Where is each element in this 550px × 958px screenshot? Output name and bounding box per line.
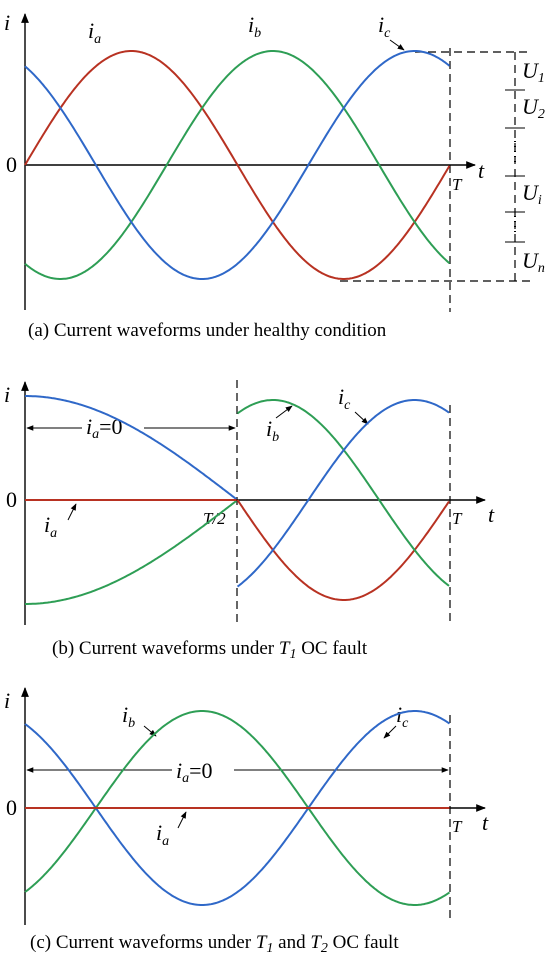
period-label: T	[452, 175, 463, 194]
period-label: T	[452, 509, 463, 528]
note-bg	[172, 757, 234, 783]
axis-label: t	[488, 502, 495, 527]
period-label: T	[452, 817, 463, 836]
zero-note: ia=0	[86, 414, 123, 442]
origin-label: 0	[6, 152, 17, 177]
u-label: Ui	[522, 180, 542, 208]
curve-label: ia	[88, 18, 101, 47]
u-ticks	[505, 89, 525, 243]
u-label: U1	[522, 58, 545, 86]
caption: (a) Current waveforms under healthy cond…	[28, 320, 387, 341]
origin-label: 0	[6, 487, 17, 512]
axis-label: t	[478, 158, 485, 183]
zero-note: ia=0	[176, 758, 213, 786]
curve-label: ib	[122, 702, 135, 731]
label-arrow	[177, 811, 187, 829]
label-arrow	[354, 411, 369, 425]
curve-label: ic	[396, 702, 409, 731]
curve-label: ic	[338, 384, 351, 413]
curve-ib	[24, 50, 451, 280]
axis-label: i	[4, 382, 10, 407]
u-label: Un	[522, 248, 545, 276]
origin-label: 0	[6, 795, 17, 820]
axis-label: t	[482, 810, 489, 835]
caption: (c) Current waveforms under T1 and T2 OC…	[30, 932, 399, 956]
curve-ic	[24, 50, 451, 280]
curve-label: ic	[378, 12, 391, 41]
curve-ia	[24, 50, 451, 280]
curve-label: ia	[44, 512, 57, 541]
curve-label: ib	[248, 12, 261, 41]
label-arrow	[67, 503, 77, 521]
label-arrow	[275, 405, 293, 419]
panel-c: i t 0 T ia=0 ib ic ia (c) Current wavefo…	[4, 687, 489, 956]
curve-ic	[236, 399, 450, 588]
curve-label: ia	[156, 820, 169, 849]
label-arrow	[383, 725, 397, 739]
u-label: U2	[522, 94, 545, 122]
axis-label: i	[4, 688, 10, 713]
panel-b: i t 0 T/2 T ia=0 ib ic ia (b) Current wa…	[4, 380, 495, 662]
curve-ib	[25, 499, 238, 605]
axis-label: i	[4, 10, 10, 35]
curve-ia	[236, 499, 450, 601]
panel-a: i t 0 T U1 U2 Ui Un ia ib ic (a) Current…	[4, 10, 545, 341]
curve-ic	[25, 395, 238, 501]
curve-label: ib	[266, 416, 279, 445]
caption: (b) Current waveforms under T1 OC fault	[52, 638, 368, 662]
label-arrow	[389, 39, 405, 51]
